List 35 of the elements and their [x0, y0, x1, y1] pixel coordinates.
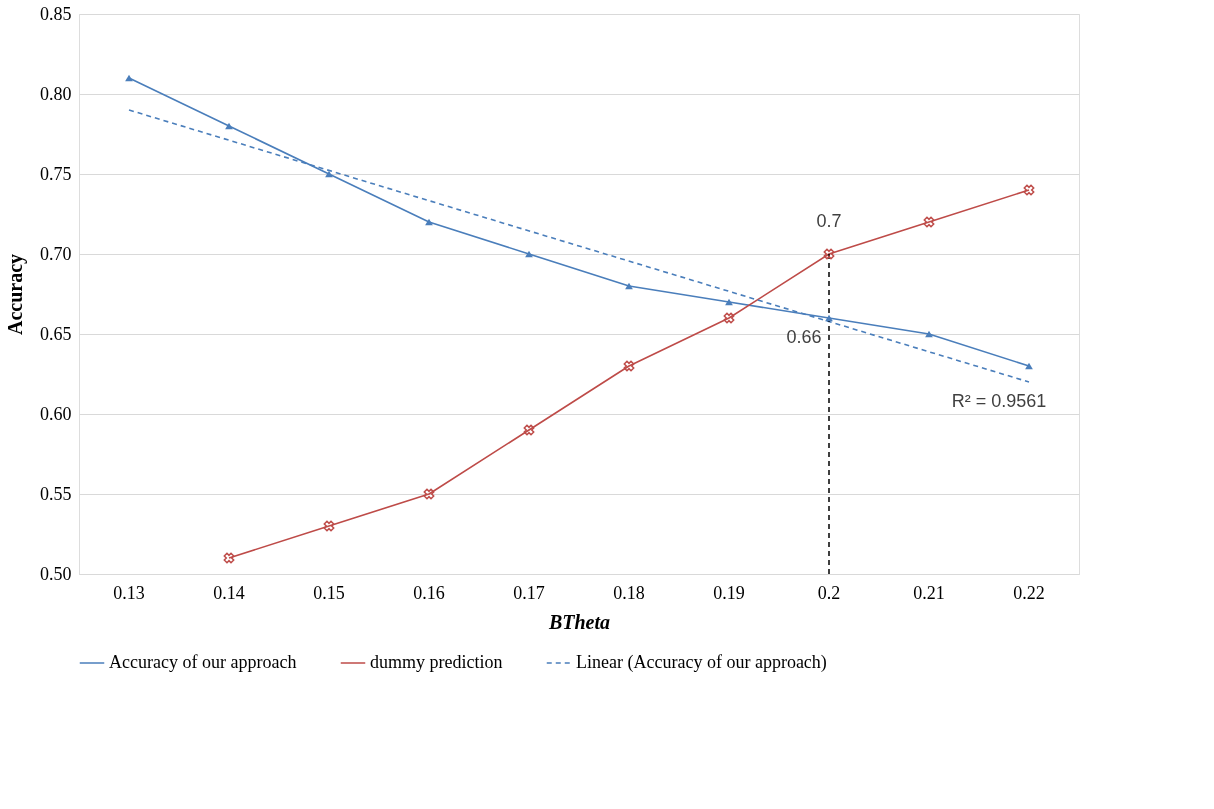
y-tick-label: 0.60 — [40, 403, 72, 424]
y-tick-label: 0.75 — [40, 163, 72, 184]
y-tick-label: 0.80 — [40, 83, 72, 104]
y-tick-label: 0.70 — [40, 243, 72, 264]
x-tick-label: 0.18 — [613, 582, 645, 603]
x-tick-label: 0.2 — [817, 582, 841, 603]
annotation: 0.66 — [786, 327, 822, 347]
y-tick-label: 0.55 — [40, 483, 72, 504]
annotation: 0.7 — [816, 211, 842, 231]
x-tick-label: 0.21 — [913, 582, 945, 603]
point — [1023, 184, 1035, 196]
x-axis-title: BTheta — [547, 610, 611, 633]
x-tick-label: 0.15 — [313, 582, 345, 603]
x-tick-label: 0.19 — [713, 582, 745, 603]
y-tick-label: 0.65 — [40, 323, 72, 344]
point — [523, 424, 535, 436]
x-tick-label: 0.17 — [513, 582, 545, 603]
legend-label: Accuracy of our approach — [109, 652, 297, 672]
x-tick-label: 0.22 — [1013, 582, 1045, 603]
point — [923, 216, 935, 228]
point — [823, 248, 835, 260]
point — [623, 360, 635, 372]
y-axis-title: Accuracy — [4, 253, 27, 336]
point — [423, 488, 435, 500]
point — [223, 552, 235, 564]
legend-label: Linear (Accuracy of our approach) — [576, 652, 827, 673]
annotation: R² = 0.9561 — [951, 391, 1047, 411]
y-tick-label: 0.50 — [40, 563, 72, 584]
legend-label: dummy prediction — [370, 652, 503, 672]
x-tick-label: 0.16 — [413, 582, 445, 603]
point — [323, 520, 335, 532]
y-tick-label: 0.85 — [40, 3, 72, 24]
x-tick-label: 0.14 — [213, 582, 245, 603]
x-tick-label: 0.13 — [113, 582, 145, 603]
point — [723, 312, 735, 324]
